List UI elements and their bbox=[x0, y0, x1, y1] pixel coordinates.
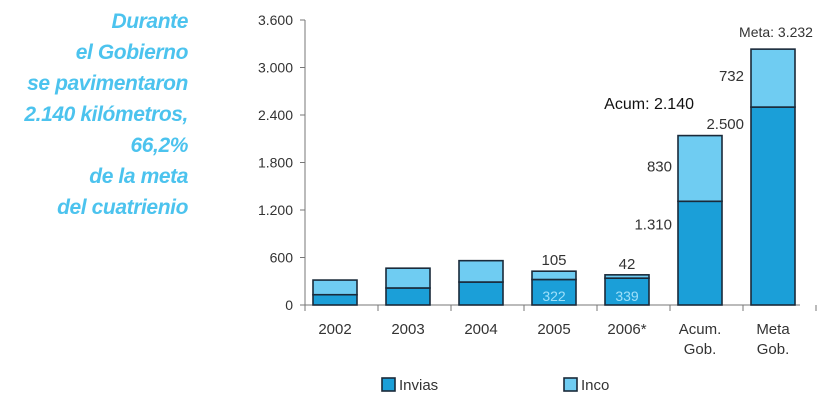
y-tick-label: 1.200 bbox=[258, 202, 293, 218]
y-tick-label: 1.800 bbox=[258, 155, 293, 171]
x-category-label: Gob. bbox=[684, 341, 717, 358]
data-label: 105 bbox=[541, 252, 566, 269]
x-category-label: 2006* bbox=[607, 321, 646, 338]
bar-inco bbox=[459, 261, 503, 282]
bar-inco bbox=[605, 275, 649, 278]
y-tick-label: 0 bbox=[285, 297, 293, 313]
bar-inco bbox=[313, 280, 357, 295]
data-label: 322 bbox=[542, 288, 566, 304]
data-label: 732 bbox=[719, 68, 744, 85]
bar-inco bbox=[532, 271, 576, 279]
data-label: 42 bbox=[619, 256, 636, 273]
data-label: 2.500 bbox=[706, 116, 744, 133]
bar-inco bbox=[678, 136, 722, 202]
annotation-meta: Meta: 3.232 bbox=[739, 24, 813, 40]
bar-invias bbox=[459, 282, 503, 305]
y-tick-label: 600 bbox=[270, 250, 294, 266]
x-category-label: Acum. bbox=[679, 321, 722, 338]
data-label: 339 bbox=[615, 288, 639, 304]
x-category-label: 2002 bbox=[318, 321, 351, 338]
legend-swatch-inco bbox=[564, 378, 577, 391]
legend-label: Inco bbox=[581, 377, 609, 394]
bar-invias bbox=[313, 295, 357, 305]
bar-invias bbox=[751, 107, 795, 305]
y-tick-label: 3.000 bbox=[258, 60, 293, 76]
bar-inco bbox=[386, 268, 430, 288]
bar-invias bbox=[386, 288, 430, 305]
bar-inco bbox=[751, 49, 795, 107]
legend-label: Invias bbox=[399, 377, 438, 394]
annotation-acum: Acum: 2.140 bbox=[604, 96, 694, 113]
x-category-label: Meta bbox=[756, 321, 790, 338]
y-tick-label: 2.400 bbox=[258, 107, 293, 123]
data-label: 1.310 bbox=[634, 216, 672, 233]
data-label: 830 bbox=[647, 158, 672, 175]
legend-swatch-invias bbox=[382, 378, 395, 391]
x-category-label: 2005 bbox=[537, 321, 570, 338]
x-category-label: Gob. bbox=[757, 341, 790, 358]
x-category-label: 2004 bbox=[464, 321, 497, 338]
x-category-label: 2003 bbox=[391, 321, 424, 338]
bar-invias bbox=[678, 201, 722, 305]
y-tick-label: 3.600 bbox=[258, 12, 293, 28]
